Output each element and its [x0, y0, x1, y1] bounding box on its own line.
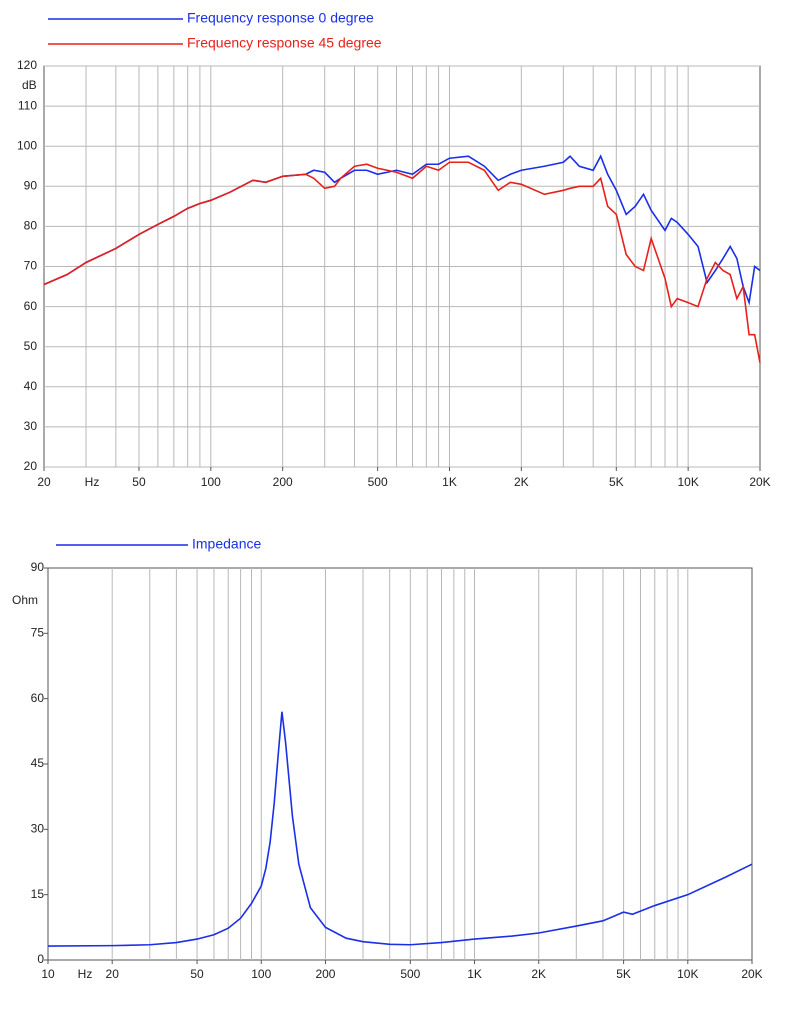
series-line	[47, 711, 753, 947]
y-tick-label: 120	[17, 58, 37, 72]
y-tick-label: 30	[24, 419, 38, 433]
y-tick-label: 60	[24, 299, 38, 313]
x-tick-label: 10	[41, 967, 55, 981]
x-tick-label: 500	[368, 475, 388, 489]
x-tick-label: 5K	[609, 475, 624, 489]
y-tick-label: 50	[24, 339, 38, 353]
y-axis-label: dB	[22, 78, 37, 92]
x-tick-label: 20	[37, 475, 51, 489]
y-tick-label: 45	[31, 756, 45, 770]
x-tick-label: 20	[106, 967, 120, 981]
legend-label: Frequency response 45 degree	[187, 35, 382, 51]
y-tick-label: 60	[31, 691, 45, 705]
x-tick-label: 5K	[616, 967, 631, 981]
y-tick-label: 20	[24, 459, 38, 473]
y-tick-label: 0	[37, 952, 44, 966]
y-axis-label: Ohm	[12, 593, 38, 607]
x-tick-label: 20K	[741, 967, 762, 981]
y-tick-label: 70	[24, 259, 38, 273]
x-tick-label: 10K	[677, 475, 698, 489]
x-tick-label: 2K	[531, 967, 546, 981]
x-tick-label: 50	[190, 967, 204, 981]
y-tick-label: 80	[24, 219, 38, 233]
y-tick-label: 15	[31, 887, 45, 901]
y-tick-label: 110	[18, 98, 37, 112]
plot-frame	[47, 567, 753, 961]
x-axis-label: Hz	[78, 967, 93, 981]
y-tick-label: 40	[24, 379, 38, 393]
x-tick-label: 20K	[749, 475, 770, 489]
x-tick-label: 2K	[514, 475, 529, 489]
x-tick-label: 50	[132, 475, 146, 489]
x-tick-label: 500	[400, 967, 420, 981]
x-tick-label: 200	[273, 475, 293, 489]
y-tick-label: 30	[31, 822, 45, 836]
y-tick-label: 90	[31, 560, 45, 574]
y-tick-label: 75	[31, 626, 45, 640]
x-axis-label: Hz	[85, 475, 100, 489]
x-tick-label: 1K	[442, 475, 457, 489]
y-tick-label: 90	[24, 178, 38, 192]
x-tick-label: 1K	[467, 967, 482, 981]
x-tick-label: 200	[315, 967, 335, 981]
x-tick-label: 100	[251, 967, 271, 981]
series-line	[43, 161, 761, 363]
legend-label: Frequency response 0 degree	[187, 10, 374, 26]
legend-label: Impedance	[192, 536, 261, 552]
y-tick-label: 100	[17, 138, 37, 152]
x-tick-label: 10K	[677, 967, 698, 981]
x-tick-label: 100	[201, 475, 221, 489]
